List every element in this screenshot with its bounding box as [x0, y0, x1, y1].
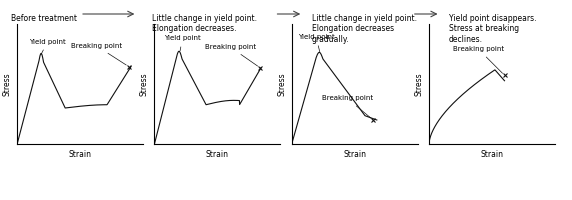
Text: Little change in yield point.
Elongation decreases.: Little change in yield point. Elongation…: [152, 14, 257, 33]
Text: Yield point: Yield point: [29, 39, 66, 54]
Text: Yield point: Yield point: [164, 35, 201, 51]
Y-axis label: Stress: Stress: [277, 72, 286, 96]
Text: Breaking point: Breaking point: [321, 95, 373, 118]
Text: Breaking point: Breaking point: [71, 43, 126, 65]
Y-axis label: Stress: Stress: [415, 72, 423, 96]
Y-axis label: Stress: Stress: [3, 72, 11, 96]
X-axis label: Strain: Strain: [480, 150, 503, 159]
X-axis label: Strain: Strain: [343, 150, 366, 159]
X-axis label: Strain: Strain: [206, 150, 229, 159]
Text: Breaking point: Breaking point: [453, 46, 504, 73]
X-axis label: Strain: Strain: [69, 150, 92, 159]
Text: Little change in yield point.
Elongation decreases
gradually.: Little change in yield point. Elongation…: [312, 14, 417, 44]
Text: Breaking point: Breaking point: [205, 44, 257, 66]
Text: Yield point disappears.
Stress at breaking
declines.: Yield point disappears. Stress at breaki…: [449, 14, 537, 44]
Text: Yield point: Yield point: [297, 34, 335, 52]
Y-axis label: Stress: Stress: [140, 72, 149, 96]
Text: Before treatment: Before treatment: [11, 14, 77, 23]
